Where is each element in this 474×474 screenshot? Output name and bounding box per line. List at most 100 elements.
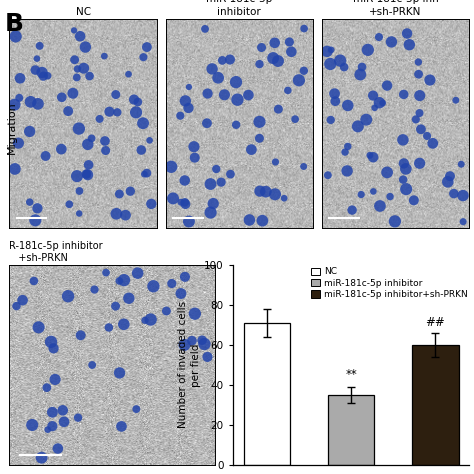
Point xyxy=(85,161,92,169)
Point xyxy=(344,143,352,150)
Point xyxy=(73,173,81,180)
Point xyxy=(101,137,109,145)
Point xyxy=(410,197,418,204)
Point xyxy=(112,91,119,99)
Point xyxy=(146,137,154,144)
Point xyxy=(207,180,214,188)
Title: miR-181c-5p
inhibitor: miR-181c-5p inhibitor xyxy=(206,0,273,17)
Point xyxy=(60,418,68,426)
Point xyxy=(116,277,123,285)
Point xyxy=(34,204,41,212)
Point xyxy=(383,82,391,90)
Point xyxy=(415,58,422,66)
Point xyxy=(141,317,149,324)
Point xyxy=(26,198,34,206)
Point xyxy=(426,76,434,84)
Point xyxy=(16,94,23,101)
Point xyxy=(220,91,228,99)
Point xyxy=(218,178,225,186)
Point xyxy=(32,217,39,224)
Point xyxy=(168,280,175,287)
Point xyxy=(459,192,467,200)
Point xyxy=(13,302,20,310)
Point xyxy=(127,187,134,195)
Point xyxy=(212,165,220,173)
Point xyxy=(177,290,185,297)
Point xyxy=(28,421,36,429)
Point xyxy=(74,414,82,421)
Point xyxy=(185,104,192,112)
Point xyxy=(71,56,79,64)
Point xyxy=(118,423,125,430)
Point xyxy=(204,90,211,97)
Text: B: B xyxy=(5,12,24,36)
Point xyxy=(44,426,52,433)
Point xyxy=(38,454,46,462)
Point xyxy=(227,170,234,178)
Point xyxy=(137,146,145,154)
Point xyxy=(201,25,209,33)
Point xyxy=(64,107,72,115)
Bar xyxy=(328,395,374,465)
Point xyxy=(26,128,34,135)
Point xyxy=(190,143,198,151)
Point xyxy=(208,65,216,73)
Point xyxy=(75,125,82,132)
Point xyxy=(262,188,270,195)
Point xyxy=(150,283,157,290)
Bar xyxy=(244,323,290,465)
Point xyxy=(181,273,189,281)
Text: Migration: Migration xyxy=(7,101,17,155)
Point xyxy=(356,71,364,78)
Point xyxy=(143,169,151,177)
Point xyxy=(400,91,408,98)
Title: miR-181c-5p inh
+sh-PRKN: miR-181c-5p inh +sh-PRKN xyxy=(353,0,438,17)
Point xyxy=(185,218,193,225)
Point xyxy=(191,154,199,162)
Point xyxy=(226,56,234,64)
Point xyxy=(399,136,407,144)
Point xyxy=(376,202,384,210)
Point xyxy=(130,96,138,103)
Point xyxy=(70,27,78,34)
Point xyxy=(232,78,240,86)
Point xyxy=(272,158,279,166)
Point xyxy=(49,409,56,416)
Point xyxy=(188,337,196,345)
Point xyxy=(284,87,292,94)
Point xyxy=(15,139,22,147)
Point xyxy=(163,307,170,315)
Point xyxy=(16,74,24,82)
Point xyxy=(416,92,424,100)
Point xyxy=(76,32,84,40)
Point xyxy=(450,190,458,197)
Point xyxy=(82,170,90,178)
Point xyxy=(331,97,339,105)
Point xyxy=(82,43,89,51)
Point xyxy=(100,52,108,60)
Point xyxy=(120,276,128,284)
Point xyxy=(324,172,332,179)
Point xyxy=(358,63,366,71)
Point xyxy=(47,338,55,346)
Point xyxy=(201,340,208,348)
Point xyxy=(371,104,378,111)
Point xyxy=(102,147,109,155)
Point xyxy=(271,191,279,198)
Point xyxy=(416,160,423,167)
Point xyxy=(105,324,113,331)
Point xyxy=(11,165,18,173)
Point xyxy=(328,46,335,54)
Point xyxy=(48,422,56,430)
Point xyxy=(73,65,81,73)
Point xyxy=(204,353,211,361)
Point xyxy=(58,93,65,101)
Point xyxy=(181,177,189,184)
Point xyxy=(403,30,411,37)
Point xyxy=(75,210,83,217)
Text: **: ** xyxy=(345,368,357,381)
Point xyxy=(400,160,408,167)
Point xyxy=(116,369,123,377)
Point xyxy=(42,152,49,160)
Point xyxy=(59,407,66,414)
